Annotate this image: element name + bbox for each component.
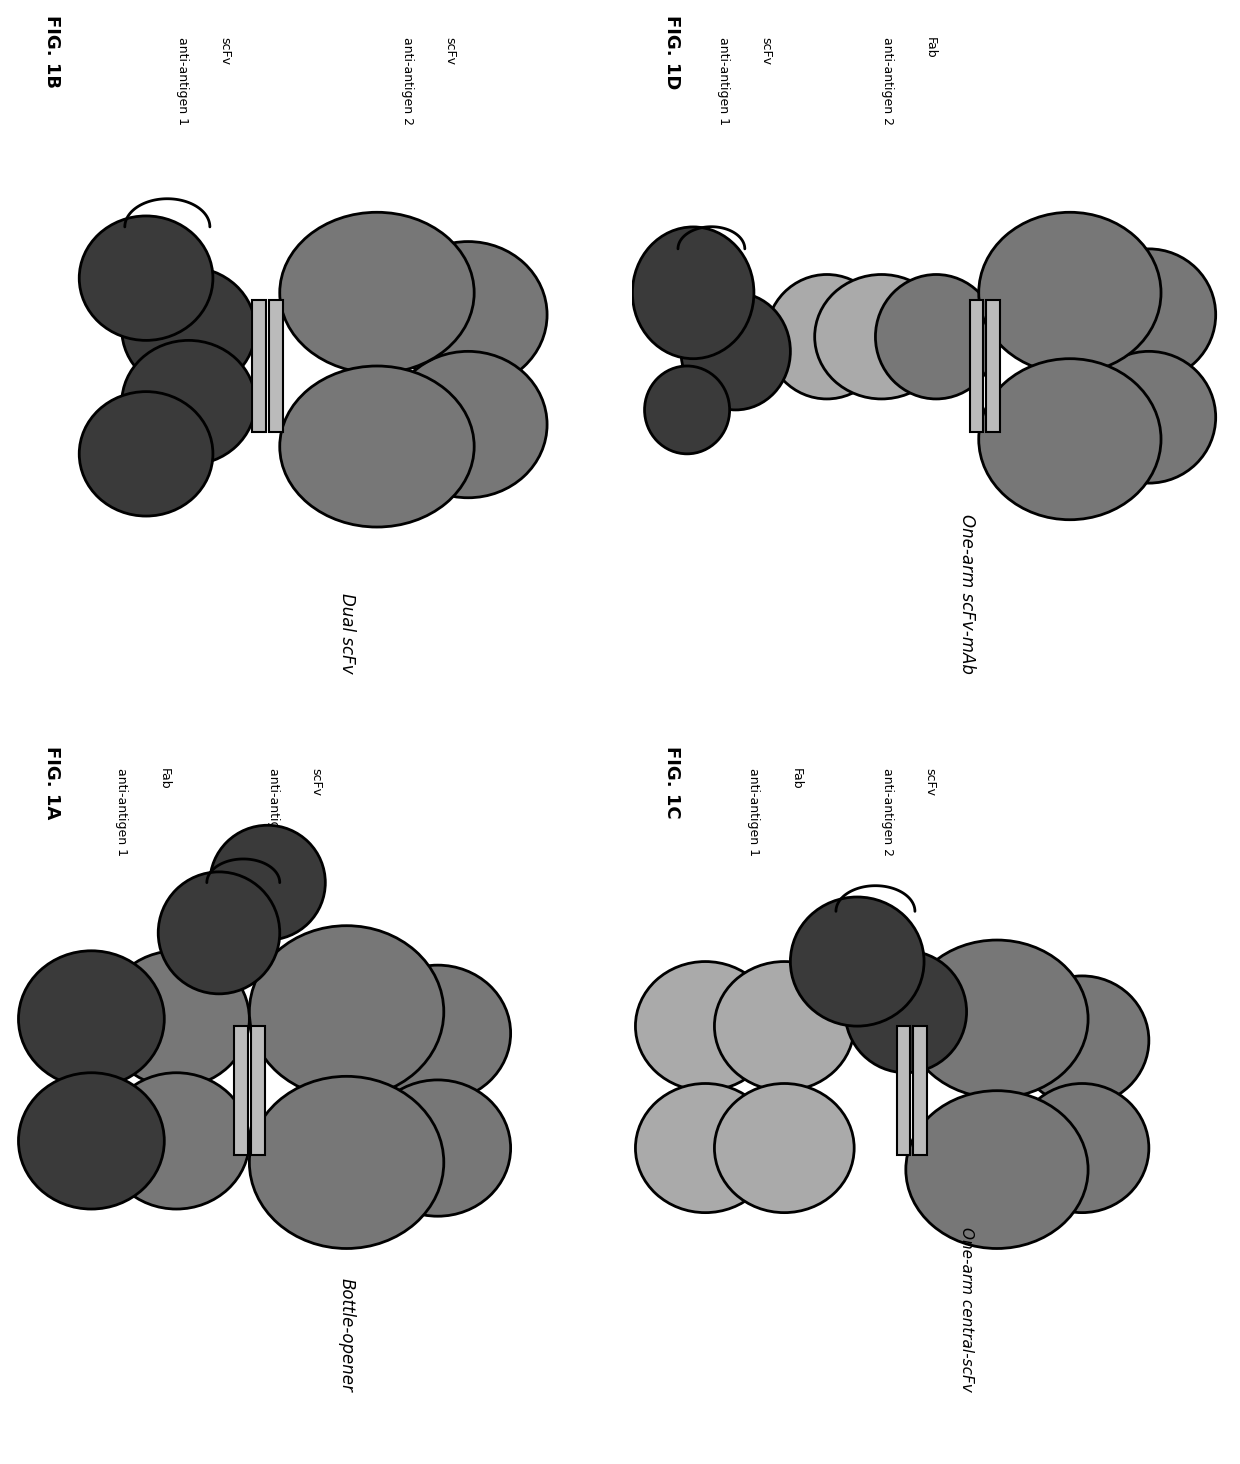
Ellipse shape (1016, 976, 1149, 1105)
Text: Fab: Fab (924, 37, 936, 59)
Bar (970, 300, 983, 432)
Ellipse shape (249, 1076, 444, 1249)
Text: One-arm central-scFv: One-arm central-scFv (959, 1227, 975, 1392)
Text: scFv: scFv (218, 37, 232, 64)
Ellipse shape (365, 965, 511, 1101)
Ellipse shape (249, 925, 444, 1098)
Ellipse shape (365, 1080, 511, 1217)
Text: scFv: scFv (760, 37, 773, 64)
Ellipse shape (681, 293, 790, 410)
Text: Fab: Fab (790, 767, 804, 789)
Ellipse shape (790, 897, 924, 1026)
Text: anti-antigen 2: anti-antigen 2 (882, 37, 894, 124)
Ellipse shape (280, 366, 474, 527)
Ellipse shape (19, 950, 164, 1088)
Text: scFv: scFv (444, 37, 456, 64)
Ellipse shape (1016, 1083, 1149, 1212)
Text: FIG. 1C: FIG. 1C (662, 747, 681, 818)
Bar (914, 1026, 928, 1155)
Ellipse shape (1083, 249, 1215, 381)
Text: FIG. 1D: FIG. 1D (662, 15, 681, 89)
Ellipse shape (104, 950, 249, 1088)
Ellipse shape (766, 275, 888, 400)
Ellipse shape (905, 1091, 1089, 1249)
Text: scFv: scFv (924, 767, 936, 796)
Text: One-arm scFv-mAb: One-arm scFv-mAb (957, 514, 976, 673)
Ellipse shape (978, 212, 1161, 373)
Ellipse shape (875, 275, 997, 400)
Text: anti-antigen 1: anti-antigen 1 (717, 37, 730, 124)
Bar (250, 1026, 264, 1155)
Text: scFv: scFv (310, 767, 322, 796)
Ellipse shape (635, 1083, 775, 1212)
Bar (986, 300, 999, 432)
Ellipse shape (714, 1083, 854, 1212)
Ellipse shape (79, 391, 213, 515)
Ellipse shape (714, 962, 854, 1091)
Text: Fab: Fab (157, 767, 171, 789)
Ellipse shape (122, 340, 255, 466)
Ellipse shape (280, 212, 474, 373)
Ellipse shape (79, 215, 213, 340)
Text: anti-antigen 2: anti-antigen 2 (267, 767, 280, 856)
Text: anti-antigen 2: anti-antigen 2 (401, 37, 414, 124)
Bar (269, 300, 283, 432)
Ellipse shape (389, 351, 547, 498)
Text: FIG. 1A: FIG. 1A (42, 747, 61, 820)
Bar (897, 1026, 910, 1155)
Ellipse shape (978, 359, 1161, 520)
Text: FIG. 1B: FIG. 1B (42, 15, 61, 88)
Ellipse shape (846, 950, 967, 1073)
Ellipse shape (210, 826, 325, 940)
Text: anti-antigen 2: anti-antigen 2 (882, 767, 894, 856)
Ellipse shape (389, 242, 547, 388)
Ellipse shape (905, 940, 1089, 1098)
Ellipse shape (159, 873, 280, 994)
Ellipse shape (815, 275, 949, 400)
Ellipse shape (122, 266, 255, 392)
Ellipse shape (1083, 351, 1215, 483)
Bar (234, 1026, 248, 1155)
Ellipse shape (635, 962, 775, 1091)
Text: Dual scFv: Dual scFv (337, 593, 356, 673)
Ellipse shape (632, 227, 754, 359)
Bar (253, 300, 267, 432)
Text: Bottle-opener: Bottle-opener (337, 1278, 356, 1392)
Ellipse shape (104, 1073, 249, 1209)
Text: anti-antigen 1: anti-antigen 1 (176, 37, 188, 124)
Ellipse shape (645, 366, 729, 454)
Text: anti-antigen 1: anti-antigen 1 (115, 767, 128, 856)
Text: anti-antigen 1: anti-antigen 1 (748, 767, 760, 856)
Ellipse shape (19, 1073, 164, 1209)
